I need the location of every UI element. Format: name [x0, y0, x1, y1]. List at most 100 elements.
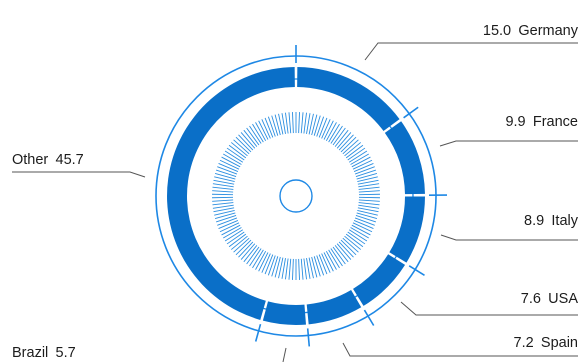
inner-tick: [330, 248, 343, 267]
inner-tick: [334, 245, 349, 263]
inner-tick: [238, 241, 254, 258]
inner-tick: [325, 122, 337, 142]
inner-tick: [340, 239, 357, 256]
inner-tick: [332, 246, 346, 265]
inner-tick: [298, 112, 300, 134]
separator-tick: [306, 328, 311, 347]
inner-tick: [217, 217, 238, 226]
inner-tick: [233, 139, 250, 155]
slice-germany: [297, 67, 400, 132]
label-germany: 15.0 Germany: [483, 23, 579, 39]
inner-tick: [214, 209, 235, 216]
leader-line-italy: [440, 234, 578, 241]
slice-usa: [353, 254, 406, 306]
inner-tick: [240, 243, 256, 260]
inner-tick: [218, 219, 239, 229]
inner-tick: [218, 163, 239, 173]
inner-tick: [274, 256, 281, 278]
inner-tick: [215, 215, 237, 223]
inner-tick: [228, 144, 247, 159]
inner-tick: [246, 246, 260, 265]
center-circle: [279, 179, 313, 213]
slice-brazil: [262, 301, 306, 325]
inner-tick: [223, 227, 242, 239]
label-brazil: Brazil 5.7: [12, 345, 76, 361]
inner-tick: [255, 122, 267, 142]
inner-tick: [281, 258, 286, 279]
inner-tick: [358, 199, 380, 202]
inner-tick: [246, 127, 260, 146]
inner-tick: [352, 222, 373, 233]
slice-spain: [306, 290, 362, 325]
inner-tick: [345, 233, 364, 248]
inner-tick: [340, 136, 357, 153]
slice-labels: 15.0 Germany 9.9 France 8.9 Italy 7.6 USA 7.…: [12, 23, 579, 362]
slice-group: [167, 67, 425, 325]
leader-line-spain: [342, 342, 578, 357]
inner-tick: [338, 241, 354, 258]
inner-tick: [323, 252, 334, 272]
inner-tick: [351, 156, 371, 168]
label-other: Other 45.7: [12, 152, 84, 168]
inner-tick: [243, 245, 258, 263]
inner-tick: [214, 172, 236, 180]
inner-tick: [352, 159, 373, 170]
inner-tick: [213, 179, 235, 185]
inner-tick: [354, 166, 375, 175]
inner-tick: [334, 129, 349, 147]
slice-other: [167, 67, 295, 320]
inner-tick: [226, 147, 245, 161]
inner-tick: [358, 190, 380, 193]
inner-tick: [261, 253, 271, 273]
inner-tick: [356, 212, 378, 220]
label-italy: 8.9 Italy: [524, 213, 579, 229]
inner-tick: [347, 231, 366, 245]
inner-tick: [355, 169, 377, 177]
inner-tick: [303, 258, 307, 280]
label-usa: 7.6 USA: [521, 291, 579, 307]
leader-line-france: [439, 140, 578, 147]
inner-tick: [278, 113, 284, 135]
inner-tick: [249, 248, 262, 267]
inner-tick: [285, 258, 289, 280]
inner-tick: [303, 112, 307, 134]
inner-tick: [267, 116, 276, 137]
inner-tick: [358, 183, 380, 188]
inner-tick: [274, 114, 281, 136]
inner-tick: [221, 224, 241, 236]
inner-tick: [353, 163, 374, 173]
leader-line-germany: [364, 42, 578, 61]
inner-tick: [336, 132, 352, 149]
leader-line-usa: [400, 301, 578, 316]
inner-tick: [306, 258, 311, 279]
inner-tick: [258, 252, 269, 272]
inner-tick: [321, 253, 331, 273]
inner-tick: [350, 227, 369, 239]
outer-ring: [155, 55, 437, 337]
inner-tick: [348, 150, 368, 163]
inner-tick: [212, 186, 234, 190]
separator-ticks: [254, 45, 448, 347]
inner-tick: [235, 239, 252, 256]
inner-tick: [344, 235, 362, 250]
inner-tick: [292, 112, 294, 134]
inner-tick: [313, 115, 321, 136]
inner-tick: [325, 250, 337, 270]
inner-tick: [212, 199, 234, 202]
inner-tick: [336, 243, 352, 260]
inner-tick: [355, 215, 377, 223]
inner-tick: [235, 136, 252, 153]
inner-tick: [308, 113, 314, 135]
inner-tick: [213, 207, 235, 213]
separator-tick: [363, 309, 375, 326]
separator-tick: [403, 106, 419, 119]
inner-tick: [338, 134, 354, 151]
leader-line-other: [12, 171, 146, 178]
inner-tick: [249, 125, 262, 144]
inner-tick: [212, 204, 234, 209]
inner-tick: [215, 169, 237, 177]
inner-tick: [300, 258, 304, 280]
inner-tick: [214, 176, 235, 183]
inner-tick: [278, 257, 284, 279]
